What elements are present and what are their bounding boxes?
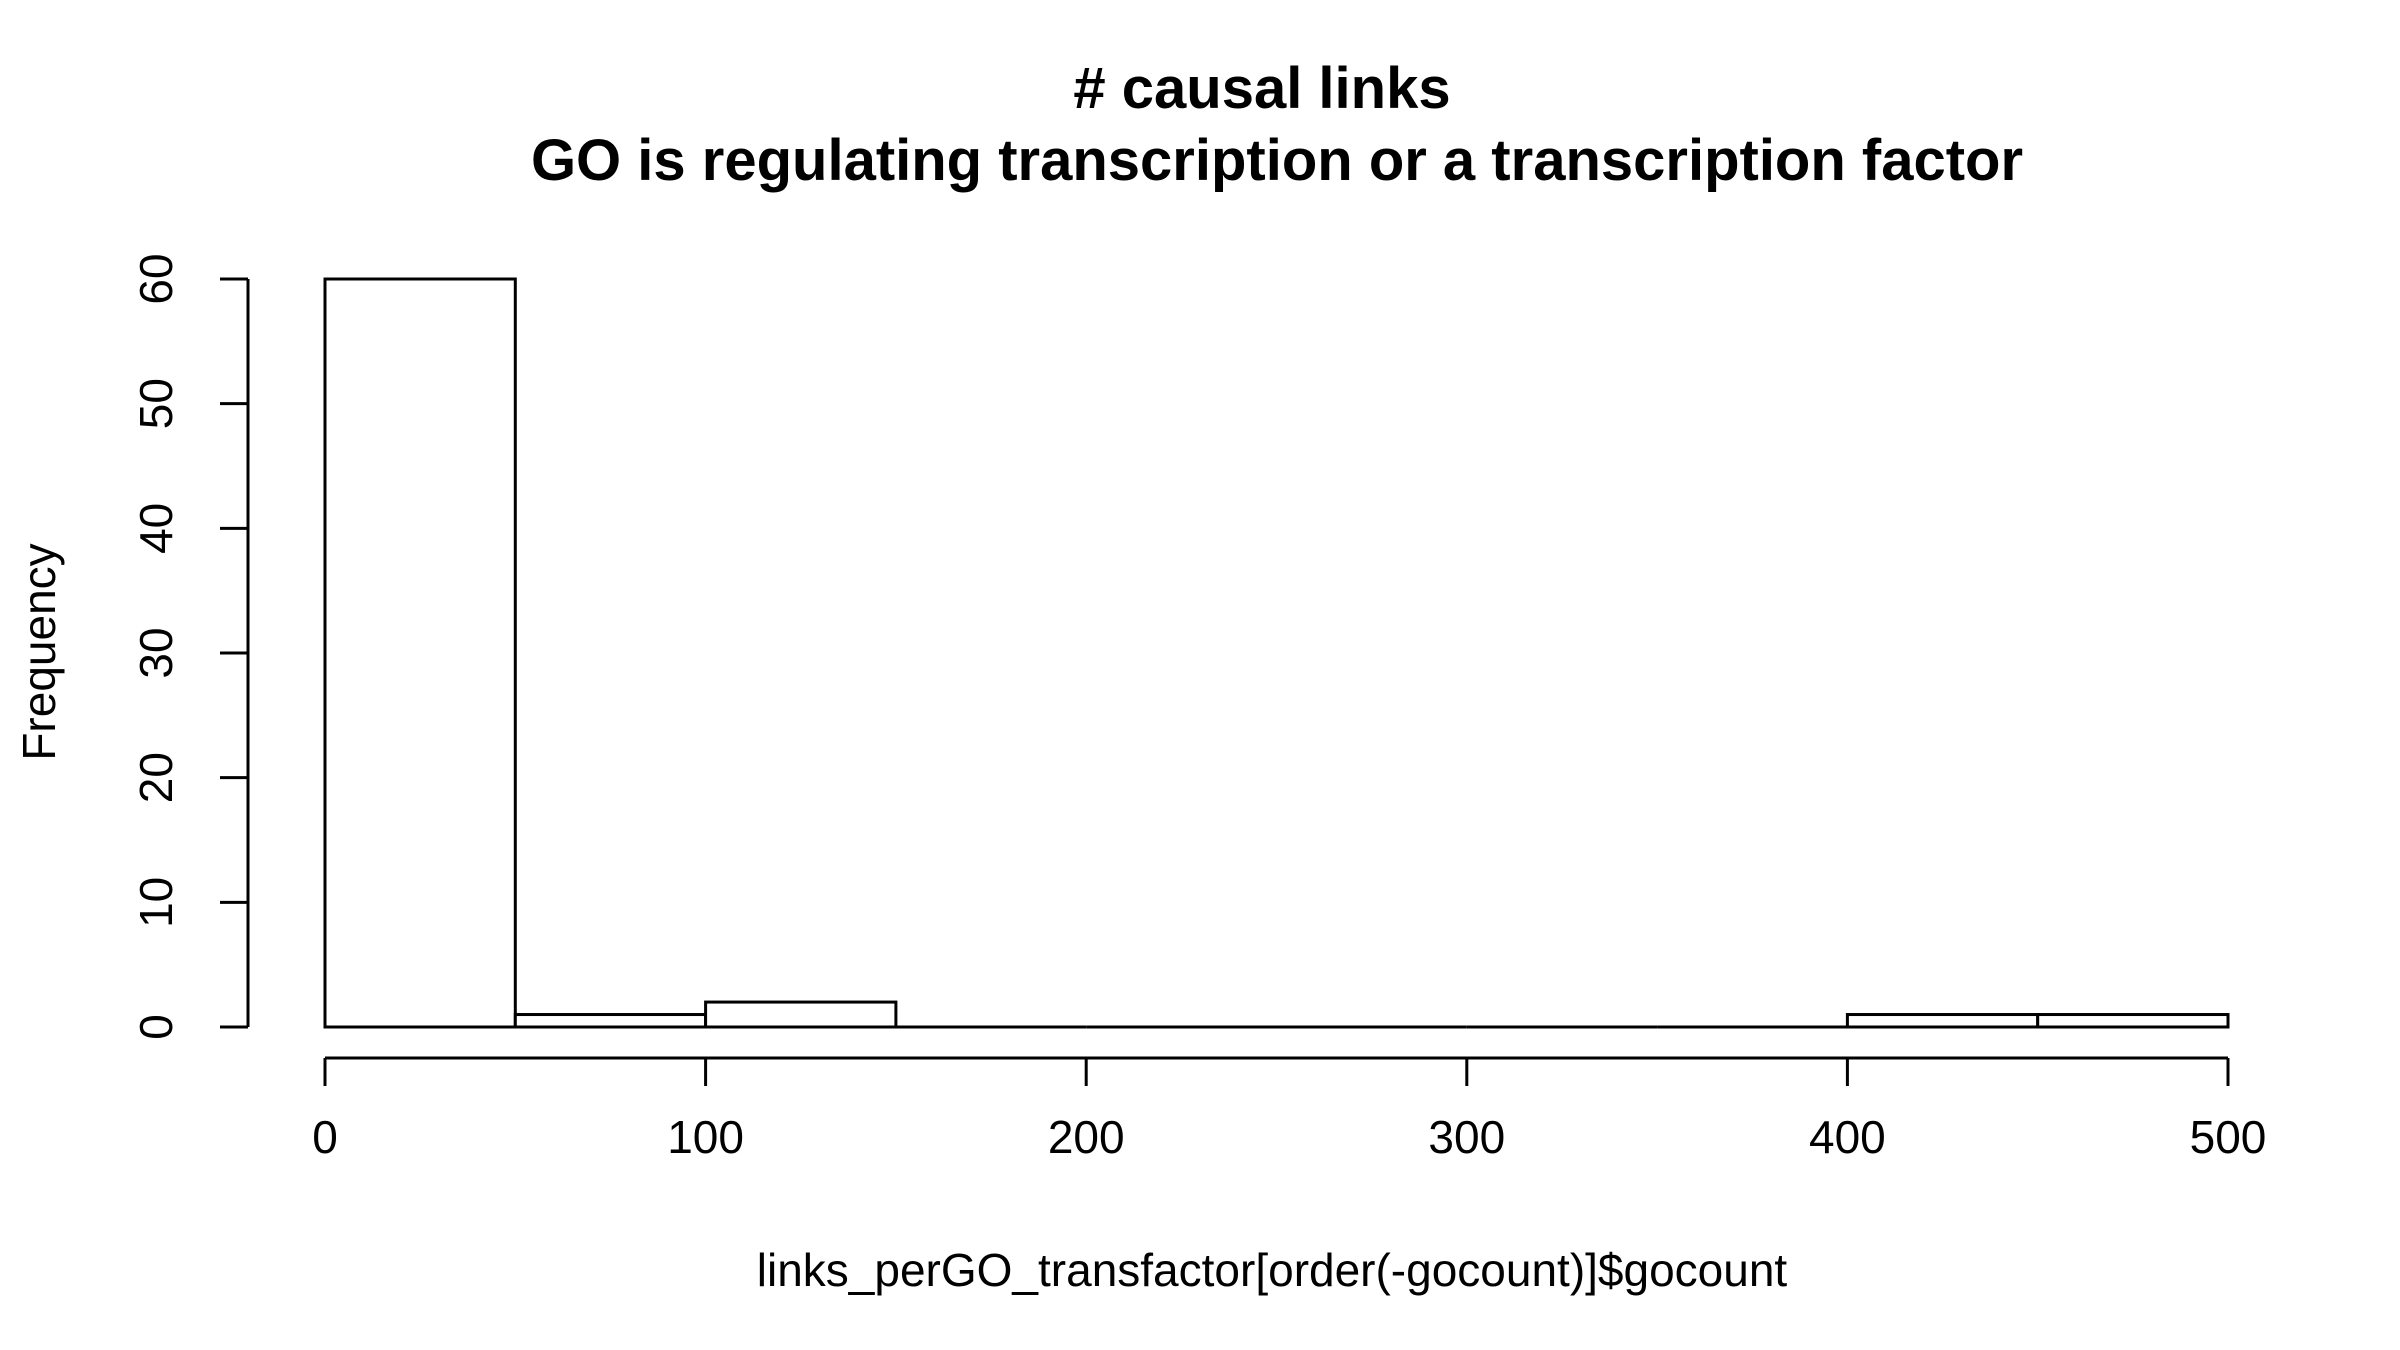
y-tick-label: 0: [130, 1014, 182, 1040]
x-tick-label: 100: [667, 1111, 744, 1163]
bars-group: [323, 277, 2230, 1029]
histogram-bar: [2036, 1013, 2230, 1029]
x-tick-label: 200: [1048, 1111, 1125, 1163]
y-tick-label: 50: [130, 378, 182, 429]
x-tick-label: 0: [312, 1111, 338, 1163]
y-axis-label: Frequency: [13, 543, 65, 760]
x-axis-label: links_perGO_transfactor[order(-gocount)]…: [757, 1244, 1788, 1296]
x-tick-label: 400: [1809, 1111, 1886, 1163]
y-tick-label: 10: [130, 877, 182, 928]
y-tick-label: 20: [130, 752, 182, 803]
y-tick-label: 30: [130, 627, 182, 678]
x-axis: 0 100 200 300 400 500: [312, 1056, 2267, 1163]
y-tick-label: 60: [130, 253, 182, 304]
histogram-bar: [323, 277, 517, 1029]
x-tick-label: 300: [1428, 1111, 1505, 1163]
histogram-bar: [1845, 1013, 2040, 1029]
chart-title: # causal links: [1073, 56, 1450, 121]
y-axis: 0 10 20 30 40 50 60: [130, 253, 250, 1040]
chart-subtitle: GO is regulating transcription or a tran…: [531, 128, 2023, 193]
y-tick-label: 40: [130, 503, 182, 554]
x-tick-label: 500: [2190, 1111, 2267, 1163]
histogram-bar: [704, 1000, 898, 1029]
histogram-bar: [513, 1013, 708, 1029]
